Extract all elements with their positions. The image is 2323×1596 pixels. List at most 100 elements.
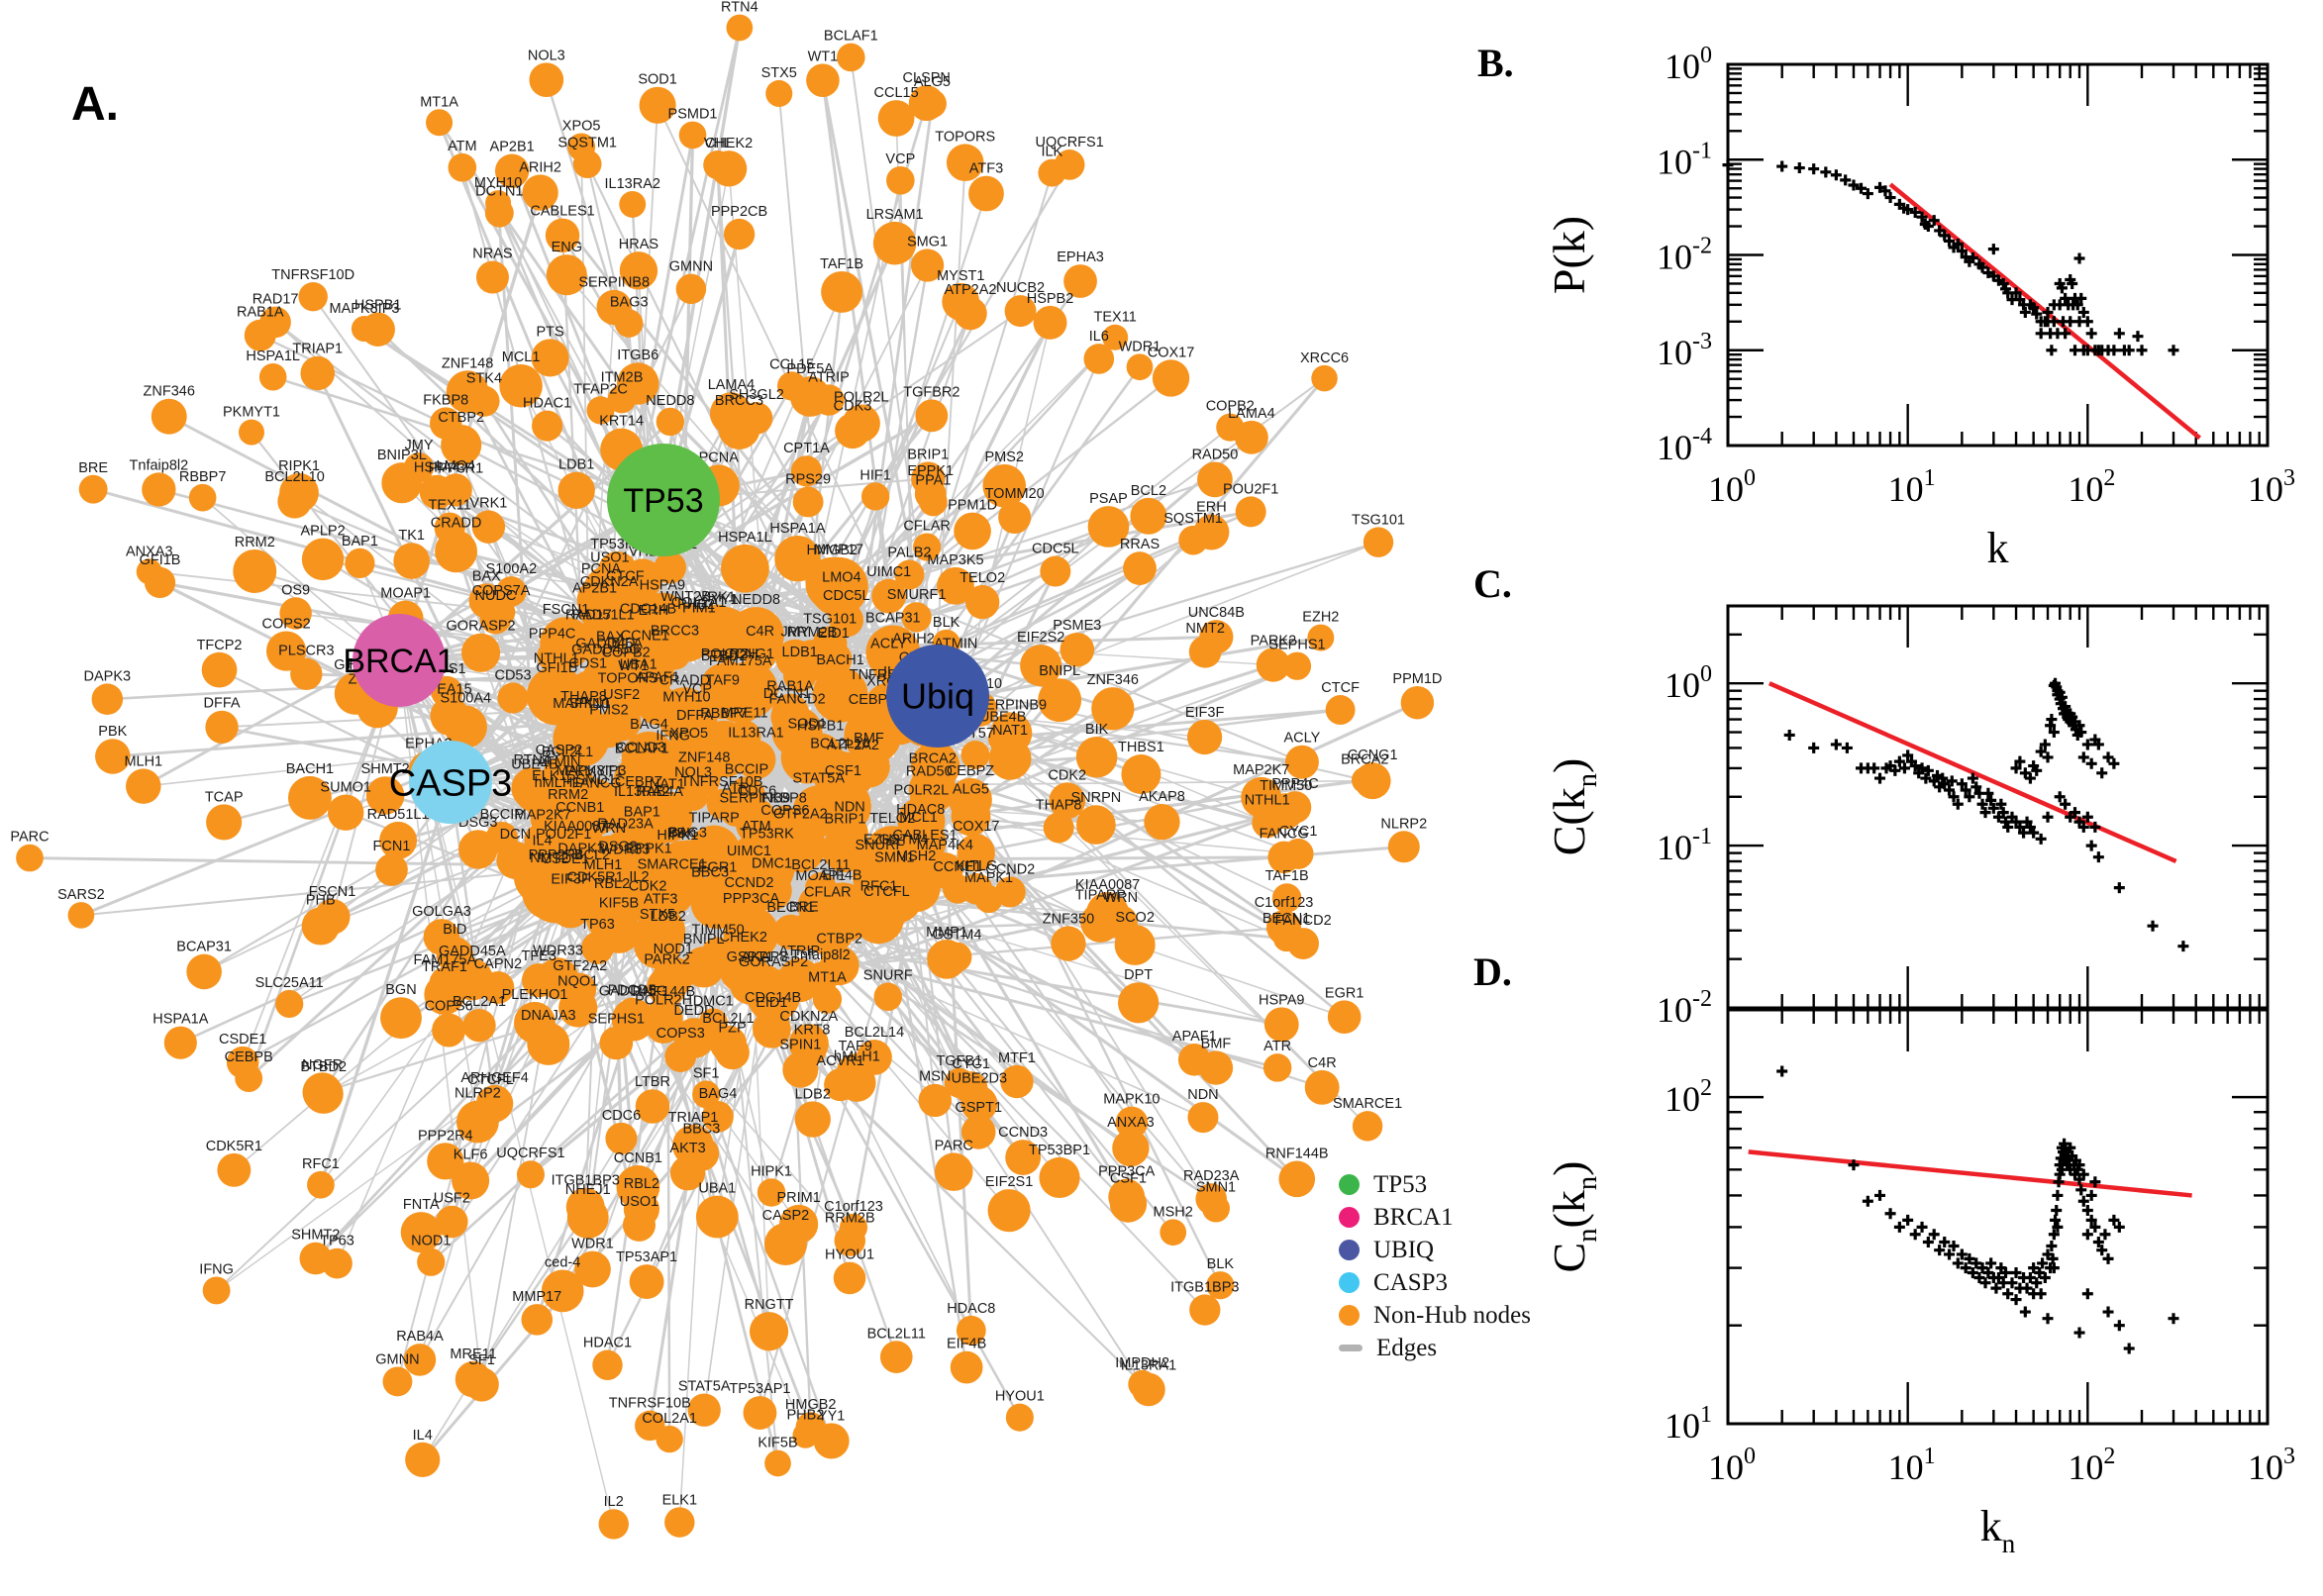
network-node [142,472,176,507]
network-node [485,190,512,217]
gene-label: BID [611,636,635,651]
data-points [1722,159,2179,356]
gene-label: IFNG [656,728,690,744]
network-node [1234,420,1268,454]
gene-label: HYOU1 [825,1247,874,1263]
gene-label: NOD1 [411,1234,451,1249]
gene-label: CDK5R1 [206,1139,262,1154]
network-node [814,777,871,835]
network-node [345,548,375,578]
gene-label: RTN4 [721,0,758,16]
gene-label: ALG5 [914,74,951,90]
network-node [403,452,435,483]
gene-label: CDK5R1 [567,870,624,886]
gene-label: TOMM20 [985,486,1045,502]
network-edge [817,662,1275,813]
network-node [1043,812,1074,844]
gene-label: DCTN1 [475,184,523,200]
gene-label: BRE [789,900,819,916]
gene-label: RAD17 [565,607,612,623]
gene-label: CASP2 [536,743,583,758]
gene-label: XPO5 [562,118,601,134]
gene-label: NEDD8 [732,592,780,608]
gene-label: IL2 [629,869,649,885]
gene-label: CTCFL [467,1072,514,1088]
network-node [811,882,872,944]
network-node [957,834,995,872]
gene-label: PKMYT1 [223,405,280,421]
gene-label: UBE4B [511,756,558,772]
network-node [619,190,647,218]
gene-label: MYH10 [474,175,522,191]
network-node [598,1509,629,1540]
network-node [380,997,422,1040]
network-node [597,910,641,953]
network-node [217,1152,252,1187]
network-node [67,902,95,929]
gene-label: CCL15 [874,85,919,101]
network-node [1130,497,1167,535]
gene-label: BTBD2 [701,648,748,664]
gene-label: IL13RA1 [1121,1358,1176,1374]
network-node [1267,793,1304,830]
gene-label: EIF4B [947,1337,986,1352]
gene-label: KIAA0087 [544,819,608,835]
gene-label: BAG3 [610,294,649,310]
gene-label: MAP4K4 [917,838,973,853]
network-node [915,399,949,433]
network-node [965,584,1000,620]
gene-label: PDCD5 [608,983,656,999]
gene-label: GORASP2 [739,954,808,970]
gene-label: TIPARP [689,811,740,827]
network-node [151,398,187,435]
gene-label: GTF2A2 [553,958,607,974]
network-node [782,1051,819,1088]
gene-label: APAF1 [636,669,680,685]
gene-label: KITLG [957,858,998,874]
network-node [1354,762,1391,800]
gene-label: KRT14 [599,414,644,430]
gene-label: AKT3 [669,1141,705,1156]
gene-label: RAD50 [906,763,953,779]
gene-label: SOD1 [788,716,828,732]
network-node [403,1344,437,1376]
network-node [1132,1372,1165,1407]
gene-label: NUCB2 [996,280,1045,296]
hub-node-tp53: TP53 [607,444,720,556]
gene-label: CPT1A [783,441,830,456]
gene-label: GSPT1 [955,1100,1002,1116]
gene-label: NOL3 [528,48,565,63]
gene-label: USO1 [590,550,630,566]
gene-label: MAPK1 [964,870,1013,886]
gene-label: SNURF [863,968,913,984]
network-node [812,626,848,660]
gene-label: HSPB1 [797,719,845,735]
network-node [592,1349,623,1381]
network-node [566,1196,609,1239]
gene-label: YY1 [711,592,738,608]
gene-label: hMLH1 [535,775,581,791]
gene-label: FKBP8 [761,791,807,807]
gene-label: SMARCE1 [1333,1096,1402,1112]
network-edge [924,720,1299,855]
gene-label: NUDC [475,588,517,604]
network-node [462,1009,496,1043]
gene-label: FCN1 [373,839,411,854]
gene-label: BCL2A1 [453,994,506,1010]
gene-label: FSCN1 [543,602,590,618]
network-node [1284,745,1319,779]
network-node [400,1212,442,1253]
node-swatch-icon [1339,1207,1360,1228]
gene-label: TP53RK [740,827,794,843]
gene-label: HIPK1 [656,828,698,844]
gene-label: DEDD [673,1003,714,1019]
gene-label: GADD45A [575,637,643,652]
gene-label: SERPINB8 [578,275,650,291]
legend-label: BRCA1 [1373,1203,1454,1231]
gene-label: MTF1 [998,1050,1036,1066]
network-node [1118,982,1160,1024]
gene-label: MCL1 [899,810,938,826]
gene-label: ATF3 [644,892,677,908]
hub-label: TP53 [623,482,703,520]
network-node [1039,1156,1080,1199]
